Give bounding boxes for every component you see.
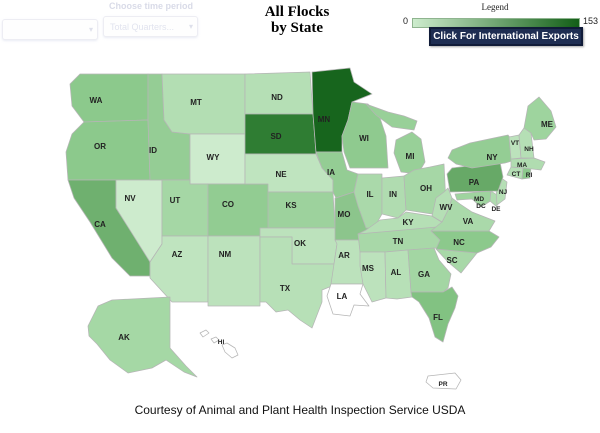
time-period-dropdown[interactable]: Total Quarters... ▾	[103, 16, 198, 37]
state-la[interactable]	[326, 283, 370, 317]
state-tx[interactable]	[259, 236, 337, 329]
state-wv[interactable]	[431, 187, 453, 223]
state-mt[interactable]	[161, 73, 246, 135]
state-pr[interactable]	[425, 372, 462, 390]
state-ny[interactable]	[447, 134, 520, 169]
page-title: All Flocks by State	[228, 4, 366, 36]
state-de[interactable]	[489, 190, 498, 208]
title-line1: All Flocks	[264, 4, 330, 20]
legend-title: Legend	[481, 2, 509, 12]
state-nc[interactable]	[430, 230, 500, 254]
state-label-de: DE	[491, 206, 501, 213]
time-period-value: Total Quarters...	[110, 22, 175, 32]
state-nd[interactable]	[244, 71, 314, 115]
legend-max-value: 153	[583, 16, 599, 26]
state-fl[interactable]	[410, 286, 459, 343]
title-line2: by State	[270, 20, 324, 36]
state-ct[interactable]	[506, 166, 524, 180]
state-mi[interactable]	[365, 103, 426, 175]
state-me[interactable]	[523, 96, 557, 141]
legend-min-value: 0	[402, 16, 408, 26]
state-nh[interactable]	[518, 127, 535, 159]
state-in[interactable]	[381, 175, 407, 219]
state-ms[interactable]	[359, 251, 387, 303]
state-ut[interactable]	[161, 179, 209, 237]
international-exports-button[interactable]: Click For International Exports	[429, 27, 583, 46]
state-hi[interactable]	[199, 329, 239, 359]
chevron-down-icon: ▾	[188, 22, 193, 31]
state-wa[interactable]	[69, 73, 149, 123]
state-ks[interactable]	[267, 191, 336, 229]
state-sd[interactable]	[244, 113, 317, 155]
state-ak[interactable]	[87, 296, 198, 378]
state-al[interactable]	[384, 249, 413, 300]
state-nm[interactable]	[207, 235, 261, 307]
left-dropdown[interactable]: ▾	[2, 19, 98, 40]
chevron-down-icon: ▾	[88, 25, 93, 34]
state-or[interactable]	[65, 119, 151, 181]
courtesy-caption: Courtesy of Animal and Plant Health Insp…	[134, 403, 466, 417]
state-wy[interactable]	[189, 133, 246, 185]
time-period-label: Choose time period	[108, 1, 193, 11]
